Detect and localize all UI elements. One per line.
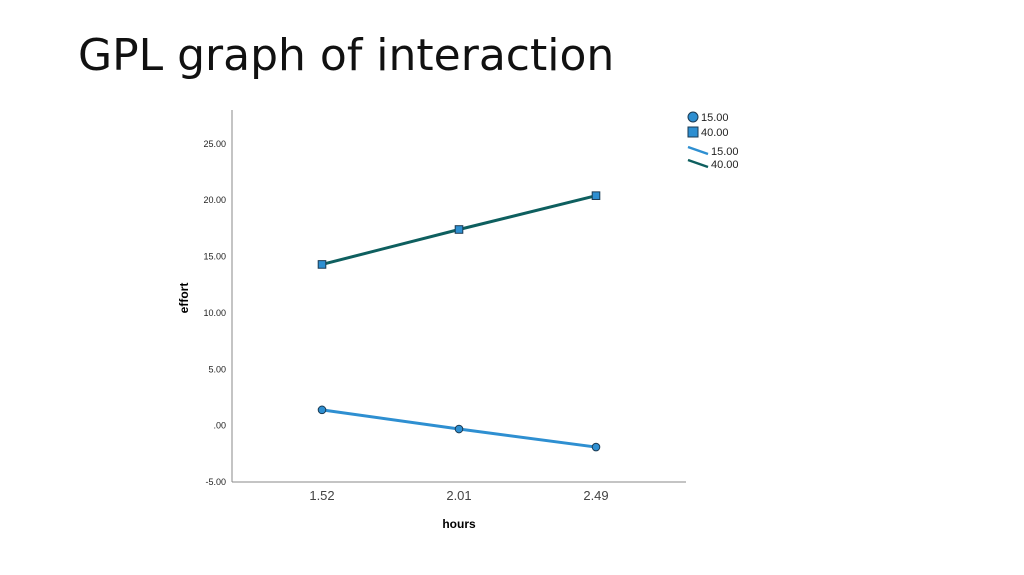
data-point-square	[454, 225, 464, 234]
legend-label: 40.00	[701, 127, 729, 139]
legend-line-swatch	[687, 145, 709, 156]
y-tick-label: 10.00	[203, 308, 226, 318]
y-tick-label: -5.00	[205, 477, 226, 487]
y-tick-labels: -5.00 .00 5.00 10.00 15.00 20.00 25.00	[203, 139, 226, 487]
x-tick-labels: 1.52 2.01 2.49	[309, 488, 608, 503]
data-point-circle	[591, 442, 601, 452]
y-tick-label: 5.00	[208, 364, 226, 374]
y-tick-label: 15.00	[203, 252, 226, 262]
y-tick-label: 20.00	[203, 195, 226, 205]
x-tick-label: 2.49	[583, 488, 608, 503]
data-point-square	[317, 260, 327, 269]
x-tick-label: 2.01	[446, 488, 471, 503]
data-point-circle	[317, 405, 327, 415]
legend-label: 15.00	[701, 112, 729, 124]
legend-label: 15.00	[711, 146, 739, 158]
series-markers	[317, 191, 601, 452]
x-axis-label: hours	[442, 517, 476, 531]
y-axis-label: effort	[177, 283, 191, 314]
data-point-square	[591, 191, 601, 200]
legend-label: 40.00	[711, 159, 739, 171]
legend-circle-marker	[687, 111, 699, 123]
y-tick-label: 25.00	[203, 139, 226, 149]
slide-title: GPL graph of interaction	[78, 30, 615, 81]
chart-axes	[231, 110, 686, 483]
x-tick-label: 1.52	[309, 488, 334, 503]
legend-line-swatch	[687, 158, 709, 169]
data-point-circle	[454, 424, 464, 434]
legend-square-marker	[687, 126, 699, 138]
y-tick-label: .00	[213, 421, 226, 431]
